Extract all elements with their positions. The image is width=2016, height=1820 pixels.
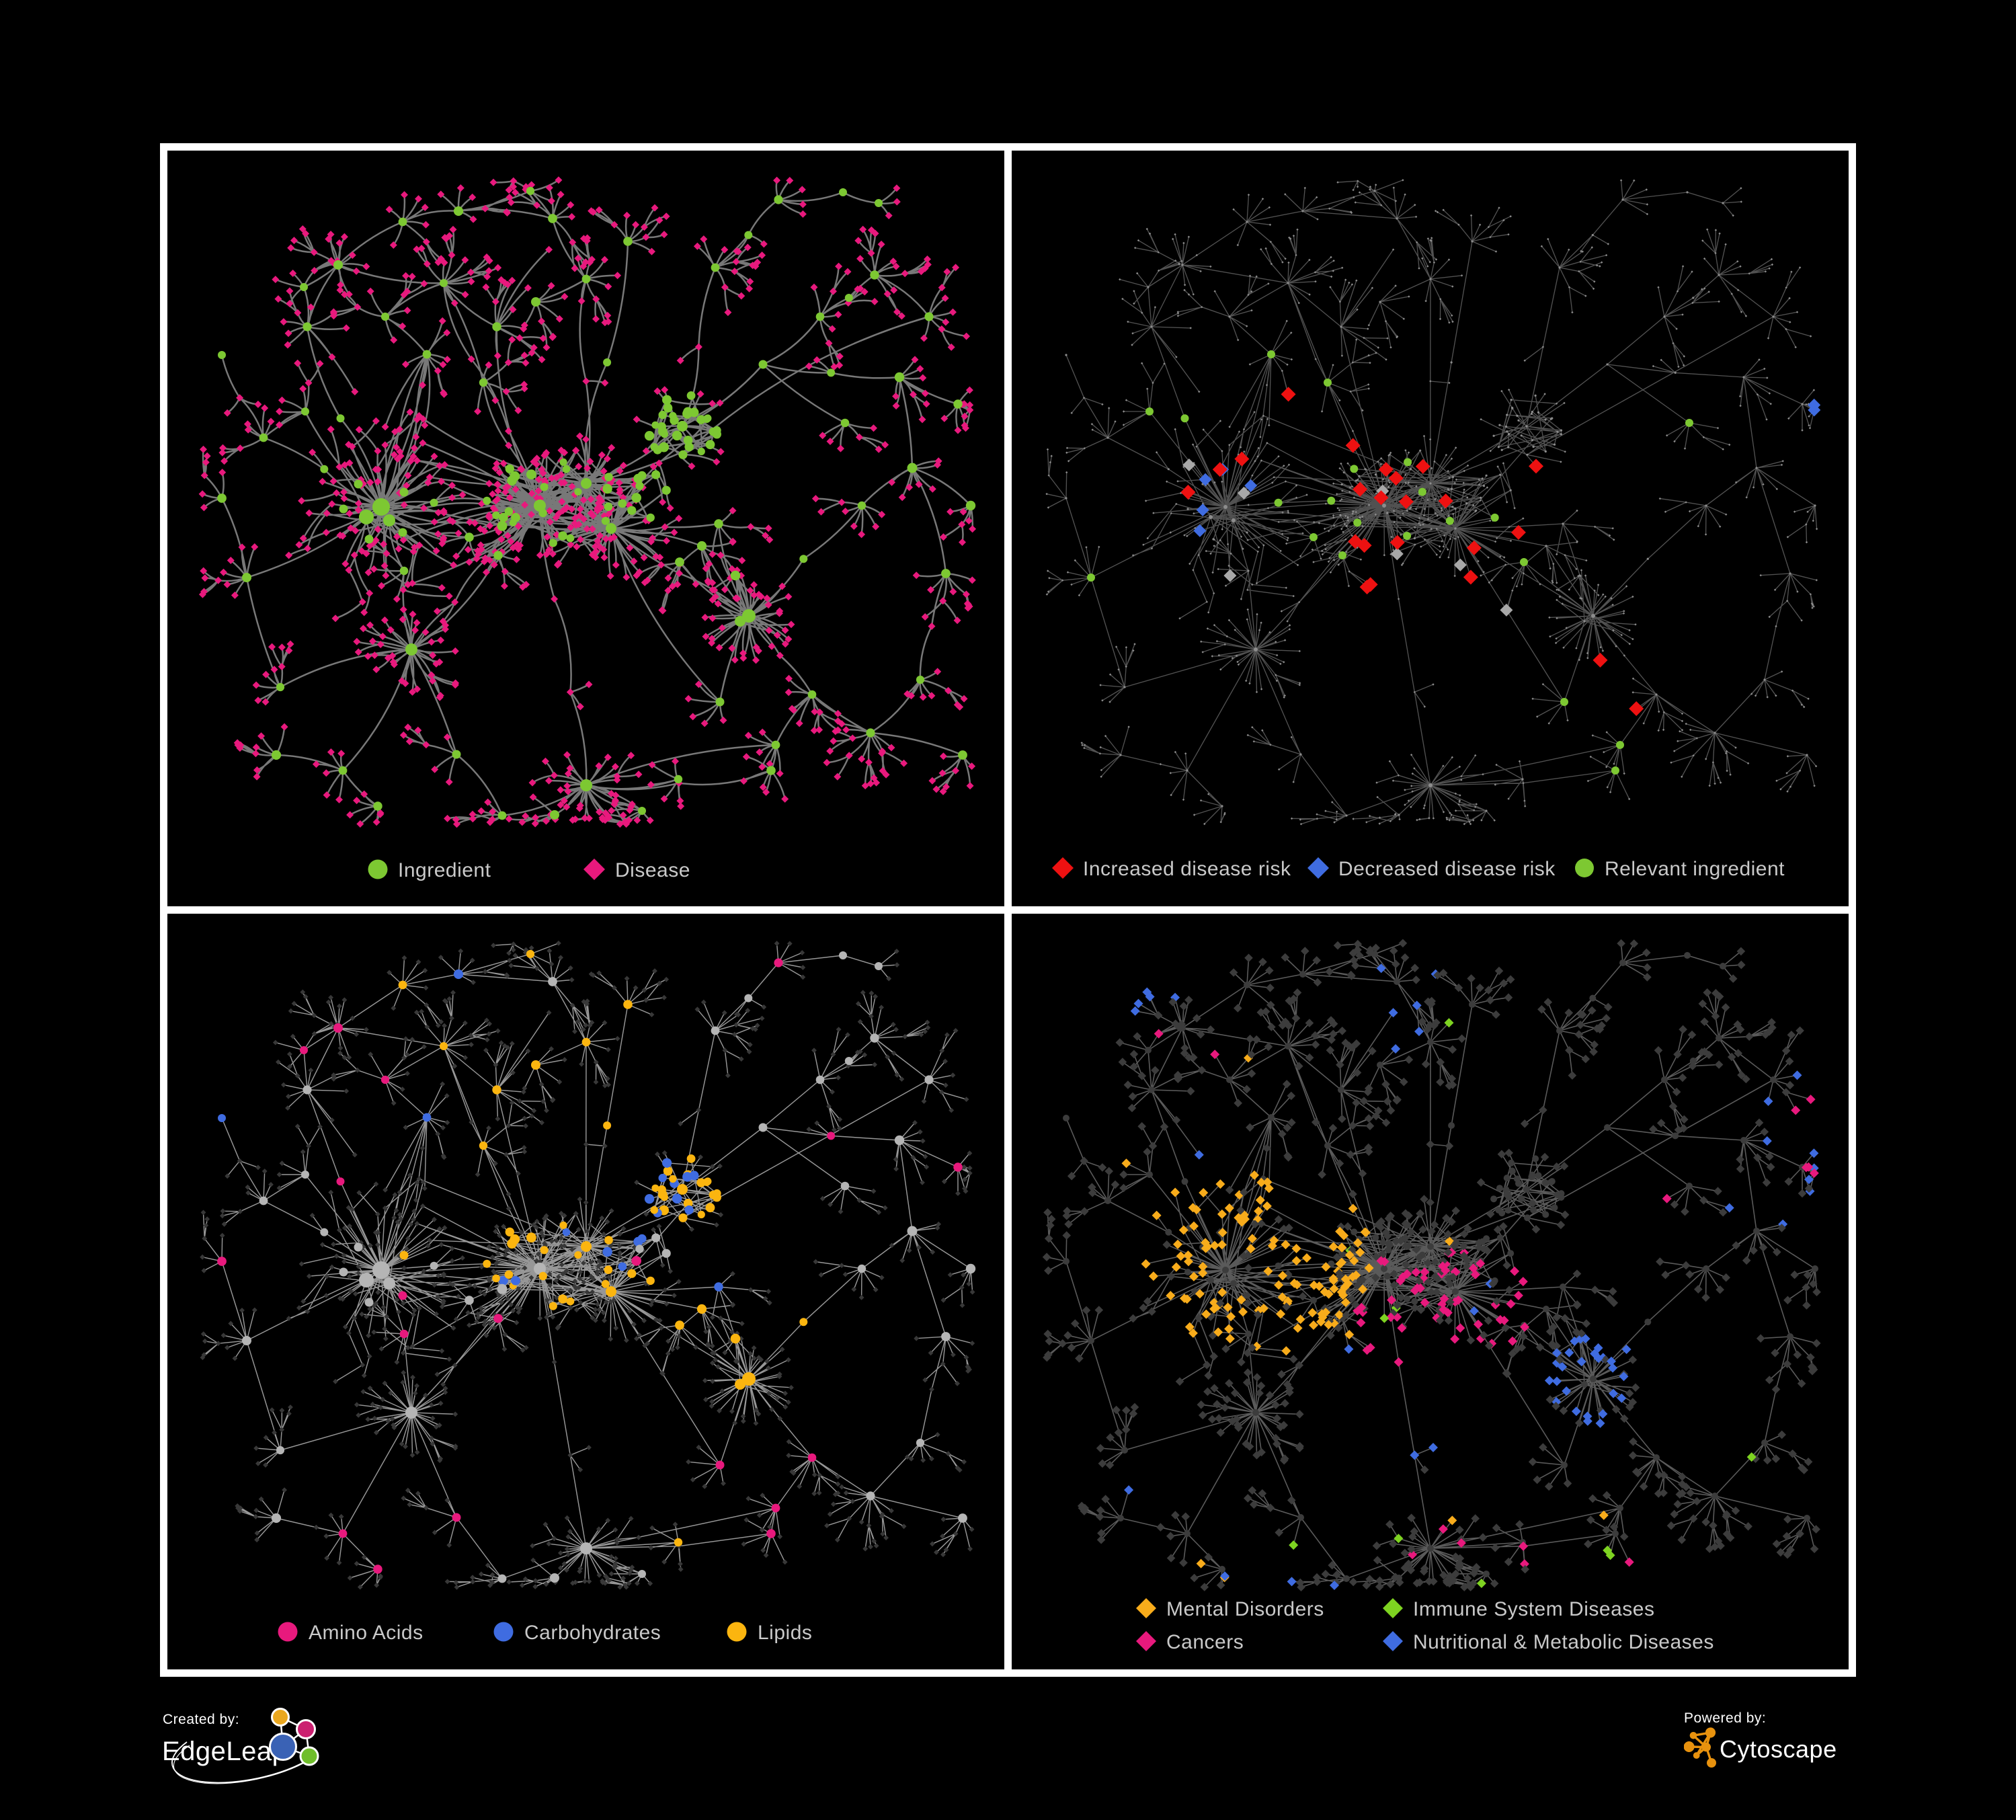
svg-text:Mental Disorders: Mental Disorders [1166, 1598, 1324, 1620]
svg-text:Powered by:: Powered by: [1684, 1710, 1766, 1726]
svg-text:Carbohydrates: Carbohydrates [524, 1622, 661, 1644]
svg-text:Immune System Diseases: Immune System Diseases [1413, 1598, 1654, 1620]
svg-text:Relevant ingredient: Relevant ingredient [1605, 858, 1785, 880]
svg-text:Ingredient: Ingredient [398, 859, 491, 881]
svg-text:Created by:: Created by: [163, 1712, 239, 1727]
svg-text:Amino Acids: Amino Acids [309, 1622, 424, 1644]
svg-text:Decreased disease risk: Decreased disease risk [1338, 858, 1556, 880]
svg-text:Disease: Disease [615, 859, 690, 881]
svg-text:Cytoscape: Cytoscape [1720, 1735, 1837, 1763]
svg-text:EdgeLeap: EdgeLeap [162, 1737, 287, 1766]
svg-text:Lipids: Lipids [758, 1622, 812, 1644]
svg-text:Nutritional & Metabolic Diseas: Nutritional & Metabolic Diseases [1413, 1631, 1714, 1653]
svg-text:Increased disease risk: Increased disease risk [1083, 858, 1291, 880]
svg-text:Cancers: Cancers [1166, 1631, 1244, 1653]
